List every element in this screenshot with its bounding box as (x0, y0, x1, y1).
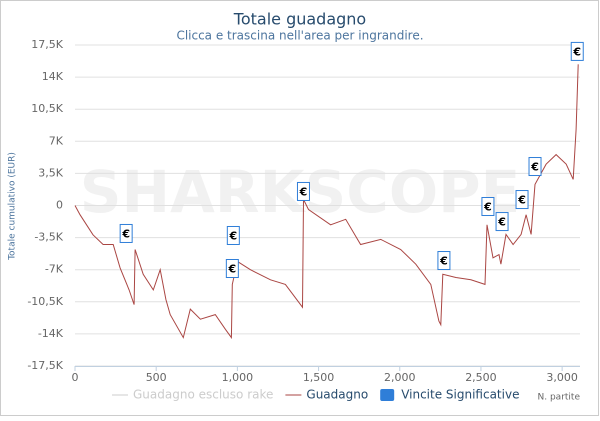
flag-label: € (497, 216, 506, 229)
flag (226, 225, 240, 245)
flag-label: € (299, 185, 308, 198)
chart-title: Totale guadagno (233, 10, 366, 29)
flag-label: € (517, 194, 526, 207)
y-tick-label: -17,5K (27, 359, 63, 372)
data-line (74, 64, 579, 340)
y-tick-label: -14K (38, 327, 64, 340)
legend-swatch (380, 389, 395, 401)
flag-label: € (439, 255, 448, 268)
flag (570, 41, 584, 61)
y-axis-title: Totale cumulativo (EUR) (8, 152, 18, 261)
legend-label: Guadagno escluso rake (133, 388, 273, 402)
y-tick-label: 17,5K (31, 38, 63, 51)
y-tick-label: 0 (56, 199, 63, 212)
y-tick-label: -3,5K (34, 231, 63, 244)
flag (515, 190, 529, 210)
flag (296, 181, 310, 201)
flag-label: € (572, 45, 581, 58)
y-tick-label: -7K (45, 263, 64, 276)
y-tick-label: 10,5K (31, 102, 63, 115)
legend-label: Guadagno (306, 388, 368, 402)
flag-label: € (228, 229, 237, 242)
x-tick-label: 1,000 (222, 371, 254, 384)
x-axis-title: N. partite (538, 393, 581, 403)
x-tick-label: 1,500 (303, 371, 335, 384)
flag-label: € (228, 263, 237, 276)
y-tick-label: 7K (49, 134, 64, 147)
x-tick-label: 2,500 (465, 371, 497, 384)
y-tick-label: -10,5K (27, 295, 63, 308)
flag-label: € (121, 227, 130, 240)
x-tick-label: 0 (72, 371, 79, 384)
flag (495, 212, 509, 232)
x-tick-label: 500 (146, 371, 167, 384)
flag (437, 251, 451, 271)
y-tick-label: 3,5K (38, 166, 63, 179)
x-tick-label: 3,000 (546, 371, 578, 384)
flag (119, 223, 133, 243)
flag-label: € (483, 201, 492, 214)
flag (225, 259, 239, 279)
chart-subtitle: Clicca e trascina nell'area per ingrandi… (176, 29, 423, 43)
x-tick-label: 2,000 (384, 371, 416, 384)
flag (528, 157, 542, 177)
y-tick-label: 14K (42, 70, 64, 83)
legend-label: Vincite Significative (401, 388, 519, 402)
flag (481, 197, 495, 217)
flag-label: € (530, 161, 539, 174)
